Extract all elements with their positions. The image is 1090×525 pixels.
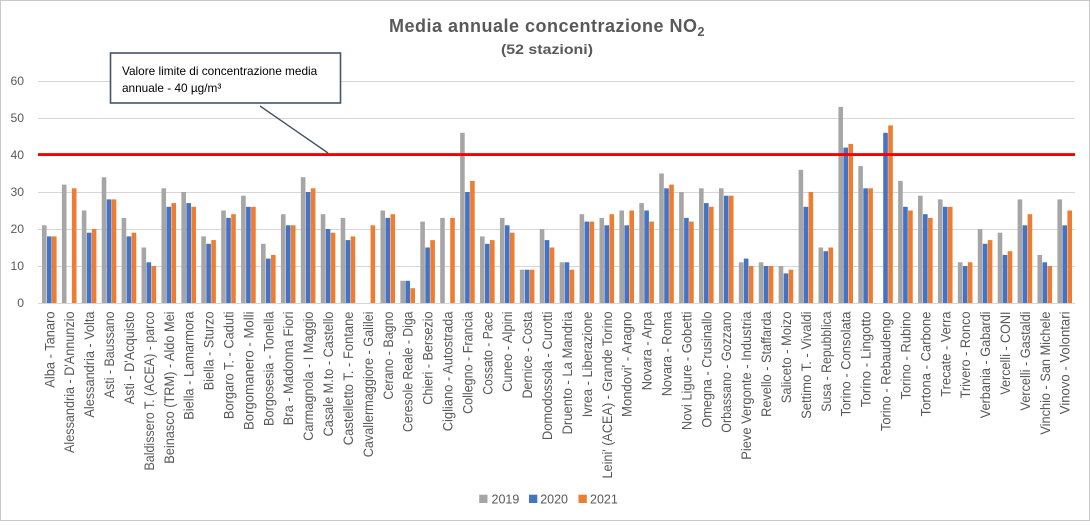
svg-text:Castelletto T. - Fontane: Castelletto T. - Fontane bbox=[341, 312, 356, 446]
svg-text:Torino - Rebaudengo: Torino - Rebaudengo bbox=[879, 312, 894, 432]
svg-text:Chieri - Bersezio: Chieri - Bersezio bbox=[421, 312, 436, 405]
svg-text:Torino - Lingotto: Torino - Lingotto bbox=[859, 312, 874, 408]
svg-text:Vinovo - Volontari: Vinovo - Volontari bbox=[1058, 311, 1073, 414]
svg-text:Trivero - Ronco: Trivero - Ronco bbox=[958, 312, 973, 399]
svg-text:Novi Ligure - Gobetti: Novi Ligure - Gobetti bbox=[679, 311, 694, 430]
svg-text:Carmagnola - I Maggio: Carmagnola - I Maggio bbox=[301, 312, 316, 441]
svg-text:Mondovi' - Aragno: Mondovi' - Aragno bbox=[620, 312, 635, 418]
svg-text:Alba - Tanaro: Alba - Tanaro bbox=[42, 312, 57, 388]
svg-text:Torino - Rubino: Torino - Rubino bbox=[898, 312, 913, 400]
svg-text:Leini' (ACEA) - Grande Torino: Leini' (ACEA) - Grande Torino bbox=[600, 312, 615, 479]
svg-text:Biella - Sturzo: Biella - Sturzo bbox=[202, 312, 217, 391]
svg-text:2019: 2019 bbox=[492, 493, 520, 507]
svg-text:Druento - La Mandria: Druento - La Mandria bbox=[560, 311, 575, 435]
svg-text:Beinasco (TRM) - Aldo Mei: Beinasco (TRM) - Aldo Mei bbox=[162, 311, 177, 463]
svg-text:Cerano - Bagno: Cerano - Bagno bbox=[381, 312, 396, 400]
svg-text:Cossato - Pace: Cossato - Pace bbox=[480, 312, 495, 395]
svg-text:annuale - 40 µg/m³: annuale - 40 µg/m³ bbox=[122, 81, 221, 95]
svg-text:10: 10 bbox=[10, 259, 24, 273]
svg-text:Omegna - Crusinallo: Omegna - Crusinallo bbox=[699, 312, 714, 428]
svg-text:Biella - Lamarmora: Biella - Lamarmora bbox=[182, 311, 197, 420]
svg-text:Asti - Baussano: Asti - Baussano bbox=[102, 312, 117, 399]
svg-text:Domodossola - Curotti: Domodossola - Curotti bbox=[540, 311, 555, 440]
svg-text:Verbania - Gabardi: Verbania - Gabardi bbox=[978, 311, 993, 418]
svg-text:2020: 2020 bbox=[540, 493, 568, 507]
svg-text:Orbassano - Gozzano: Orbassano - Gozzano bbox=[719, 312, 734, 433]
svg-text:Vinchio - San Michele: Vinchio - San Michele bbox=[1038, 312, 1053, 435]
svg-text:Cigliano - Autostrada: Cigliano - Autostrada bbox=[441, 311, 456, 431]
svg-text:Asti - D'Acquisto: Asti - D'Acquisto bbox=[122, 312, 137, 405]
svg-text:Media annuale concentrazione N: Media annuale concentrazione NO2 bbox=[389, 16, 705, 39]
svg-text:Vercelli - CONI: Vercelli - CONI bbox=[998, 312, 1013, 395]
svg-text:Saliceto - Moizo: Saliceto - Moizo bbox=[779, 312, 794, 404]
svg-text:Bra - Madonna Fiori: Bra - Madonna Fiori bbox=[281, 311, 296, 425]
svg-text:50: 50 bbox=[10, 111, 24, 125]
svg-text:Collegno - Francia: Collegno - Francia bbox=[460, 311, 475, 414]
svg-text:Novara - Roma: Novara - Roma bbox=[660, 311, 675, 396]
svg-text:Cavallermaggiore - Galilei: Cavallermaggiore - Galilei bbox=[361, 311, 376, 457]
svg-text:Baldissero T. (ACEA) - parco: Baldissero T. (ACEA) - parco bbox=[142, 312, 157, 471]
svg-text:Borgaro T. - Caduti: Borgaro T. - Caduti bbox=[221, 311, 236, 419]
svg-text:Settimo T. - Vivaldi: Settimo T. - Vivaldi bbox=[799, 311, 814, 418]
svg-text:Revello - Staffarda: Revello - Staffarda bbox=[759, 311, 774, 417]
svg-text:2021: 2021 bbox=[590, 493, 618, 507]
svg-text:Borgosesia - Tonella: Borgosesia - Tonella bbox=[261, 311, 276, 426]
svg-text:Tortona - Carbone: Tortona - Carbone bbox=[918, 312, 933, 417]
svg-text:Valore limite di concentrazion: Valore limite di concentrazione media bbox=[122, 64, 318, 78]
svg-text:Alessandria - D'Annunzio: Alessandria - D'Annunzio bbox=[62, 312, 77, 454]
svg-text:30: 30 bbox=[10, 185, 24, 199]
svg-text:Vercelli - Gastaldi: Vercelli - Gastaldi bbox=[1018, 311, 1033, 410]
svg-text:Borgomanero - Molli: Borgomanero - Molli bbox=[241, 311, 256, 430]
svg-text:Trecate - Verra: Trecate - Verra bbox=[938, 311, 953, 397]
svg-text:0: 0 bbox=[17, 296, 24, 310]
svg-text:40: 40 bbox=[10, 148, 24, 162]
svg-text:Susa - Repubblica: Susa - Repubblica bbox=[819, 311, 834, 412]
svg-text:Dernice - Costa: Dernice - Costa bbox=[520, 311, 535, 399]
svg-text:Pieve Vergonte - Industria: Pieve Vergonte - Industria bbox=[739, 311, 754, 460]
svg-text:Torino - Consolata: Torino - Consolata bbox=[839, 311, 854, 417]
svg-text:(52 stazioni): (52 stazioni) bbox=[501, 42, 593, 57]
svg-text:Novara - Arpa: Novara - Arpa bbox=[640, 311, 655, 390]
svg-text:Cuneo - Alpini: Cuneo - Alpini bbox=[500, 311, 515, 391]
svg-text:60: 60 bbox=[10, 74, 24, 88]
svg-text:Ceresole Reale - Diga: Ceresole Reale - Diga bbox=[401, 311, 416, 432]
svg-text:Ivrea - Liberazione: Ivrea - Liberazione bbox=[580, 312, 595, 418]
svg-text:Alessandria - Volta: Alessandria - Volta bbox=[82, 311, 97, 418]
svg-text:Casale M.to - Castello: Casale M.to - Castello bbox=[321, 312, 336, 437]
svg-text:20: 20 bbox=[10, 222, 24, 236]
